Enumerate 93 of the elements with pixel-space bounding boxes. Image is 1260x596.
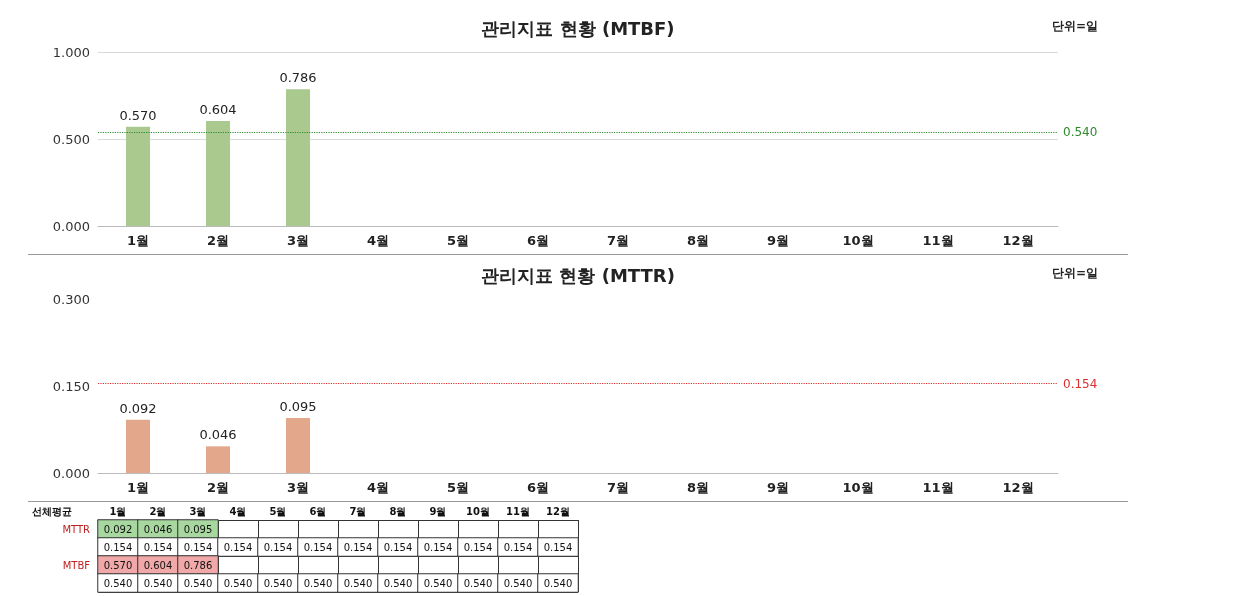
text: 단위=일 — [1051, 19, 1099, 33]
data-label: 0.540 — [503, 577, 533, 589]
data-label: 0.154 — [143, 541, 173, 553]
x-tick-label: 11월 — [506, 505, 530, 517]
x-tick-label: 4월 — [366, 233, 390, 248]
x-tick-label: 5월 — [446, 233, 470, 248]
x-tick-label: 5월 — [446, 480, 470, 495]
data-label: 0.154 — [463, 541, 493, 553]
x-tick-label: 12월 — [1002, 480, 1034, 495]
x-tick-label: 1월 — [109, 505, 127, 517]
data-label: 0.540 — [383, 577, 413, 589]
chart-title: 관리지표 현황 (MTBF) — [481, 17, 675, 39]
y-tick-label: 0.150 — [52, 378, 90, 394]
x-tick-label: 6월 — [309, 505, 327, 517]
x-tick-label: 8월 — [389, 505, 407, 517]
data-label: 0.570 — [103, 559, 133, 571]
x-tick-label: 1월 — [126, 480, 150, 495]
data-label: 0.540 — [463, 577, 493, 589]
x-tick-label: 1월 — [126, 233, 150, 248]
y-tick-label: 0.000 — [52, 465, 90, 481]
x-tick-label: 9월 — [766, 233, 790, 248]
data-label: 0.154 — [183, 541, 213, 553]
x-tick-label: 7월 — [606, 233, 630, 248]
bar — [206, 446, 230, 473]
x-tick-label: 4월 — [229, 505, 247, 517]
x-tick-label: 2월 — [206, 233, 230, 248]
x-tick-label: 10월 — [842, 233, 874, 248]
data-label: 0.092 — [103, 523, 133, 535]
data-label: 0.154 — [103, 541, 133, 553]
x-tick-label: 7월 — [349, 505, 367, 517]
data-label: 0.570 — [119, 107, 157, 123]
data-label: 0.154 — [503, 541, 533, 553]
data-label: 0.540 — [263, 577, 293, 589]
bar — [126, 419, 150, 473]
x-tick-label: 9월 — [766, 480, 790, 495]
data-label: 0.604 — [143, 559, 173, 571]
data-label: 0.154 — [263, 541, 293, 553]
data-label: 0.154 — [303, 541, 333, 553]
data-label: 0.154 — [343, 541, 373, 553]
data-label: 0.540 — [543, 577, 573, 589]
data-label: 0.154 — [223, 541, 253, 553]
data-label: 0.540 — [343, 577, 373, 589]
text: 선체평균 — [32, 505, 72, 517]
ref-line-label: 0.154 — [1063, 376, 1098, 391]
ref-line-label: 0.540 — [1063, 125, 1098, 140]
y-tick-label: MTBF — [62, 559, 91, 571]
x-tick-label: 11월 — [922, 480, 954, 495]
x-tick-label: 4월 — [366, 480, 390, 495]
y-tick-label: 1.000 — [52, 44, 90, 60]
x-tick-label: 5월 — [269, 505, 287, 517]
data-label: 0.540 — [223, 577, 253, 589]
x-tick-label: 12월 — [546, 505, 570, 517]
bar — [126, 126, 150, 226]
data-label: 0.786 — [279, 70, 317, 86]
text: 단위=일 — [1051, 266, 1099, 280]
data-label: 0.046 — [143, 523, 173, 535]
x-tick-label: 12월 — [1002, 233, 1034, 248]
x-tick-label: 6월 — [526, 480, 550, 495]
data-label: 0.540 — [183, 577, 213, 589]
y-tick-label: 0.500 — [52, 131, 90, 147]
y-tick-label: MTTR — [62, 523, 91, 535]
data-label: 0.046 — [199, 427, 237, 443]
chart-title: 관리지표 현황 (MTTR) — [481, 264, 675, 286]
x-tick-label: 2월 — [206, 480, 230, 495]
x-tick-label: 10월 — [842, 480, 874, 495]
x-tick-label: 9월 — [429, 505, 447, 517]
x-tick-label: 11월 — [922, 233, 954, 248]
y-tick-label: 0.000 — [52, 218, 90, 234]
bar — [286, 417, 310, 473]
x-tick-label: 8월 — [686, 480, 710, 495]
data-label: 0.154 — [543, 541, 573, 553]
x-tick-label: 6월 — [526, 233, 550, 248]
data-label: 0.092 — [119, 400, 157, 416]
data-label: 0.095 — [279, 398, 317, 414]
data-label: 0.095 — [183, 523, 213, 535]
x-tick-label: 3월 — [286, 233, 310, 248]
data-label: 0.540 — [143, 577, 173, 589]
x-tick-label: 8월 — [686, 233, 710, 248]
x-tick-label: 3월 — [286, 480, 310, 495]
bar — [286, 89, 310, 226]
data-label: 0.540 — [423, 577, 453, 589]
data-label: 0.154 — [383, 541, 413, 553]
x-tick-label: 10월 — [466, 505, 490, 517]
x-tick-label: 3월 — [189, 505, 207, 517]
bar — [206, 120, 230, 226]
x-tick-label: 7월 — [606, 480, 630, 495]
data-label: 0.540 — [103, 577, 133, 589]
data-label: 0.786 — [183, 559, 213, 571]
data-label: 0.154 — [423, 541, 453, 553]
x-tick-label: 2월 — [149, 505, 167, 517]
data-label: 0.540 — [303, 577, 333, 589]
data-label: 0.604 — [199, 101, 237, 117]
y-tick-label: 0.300 — [52, 291, 90, 307]
